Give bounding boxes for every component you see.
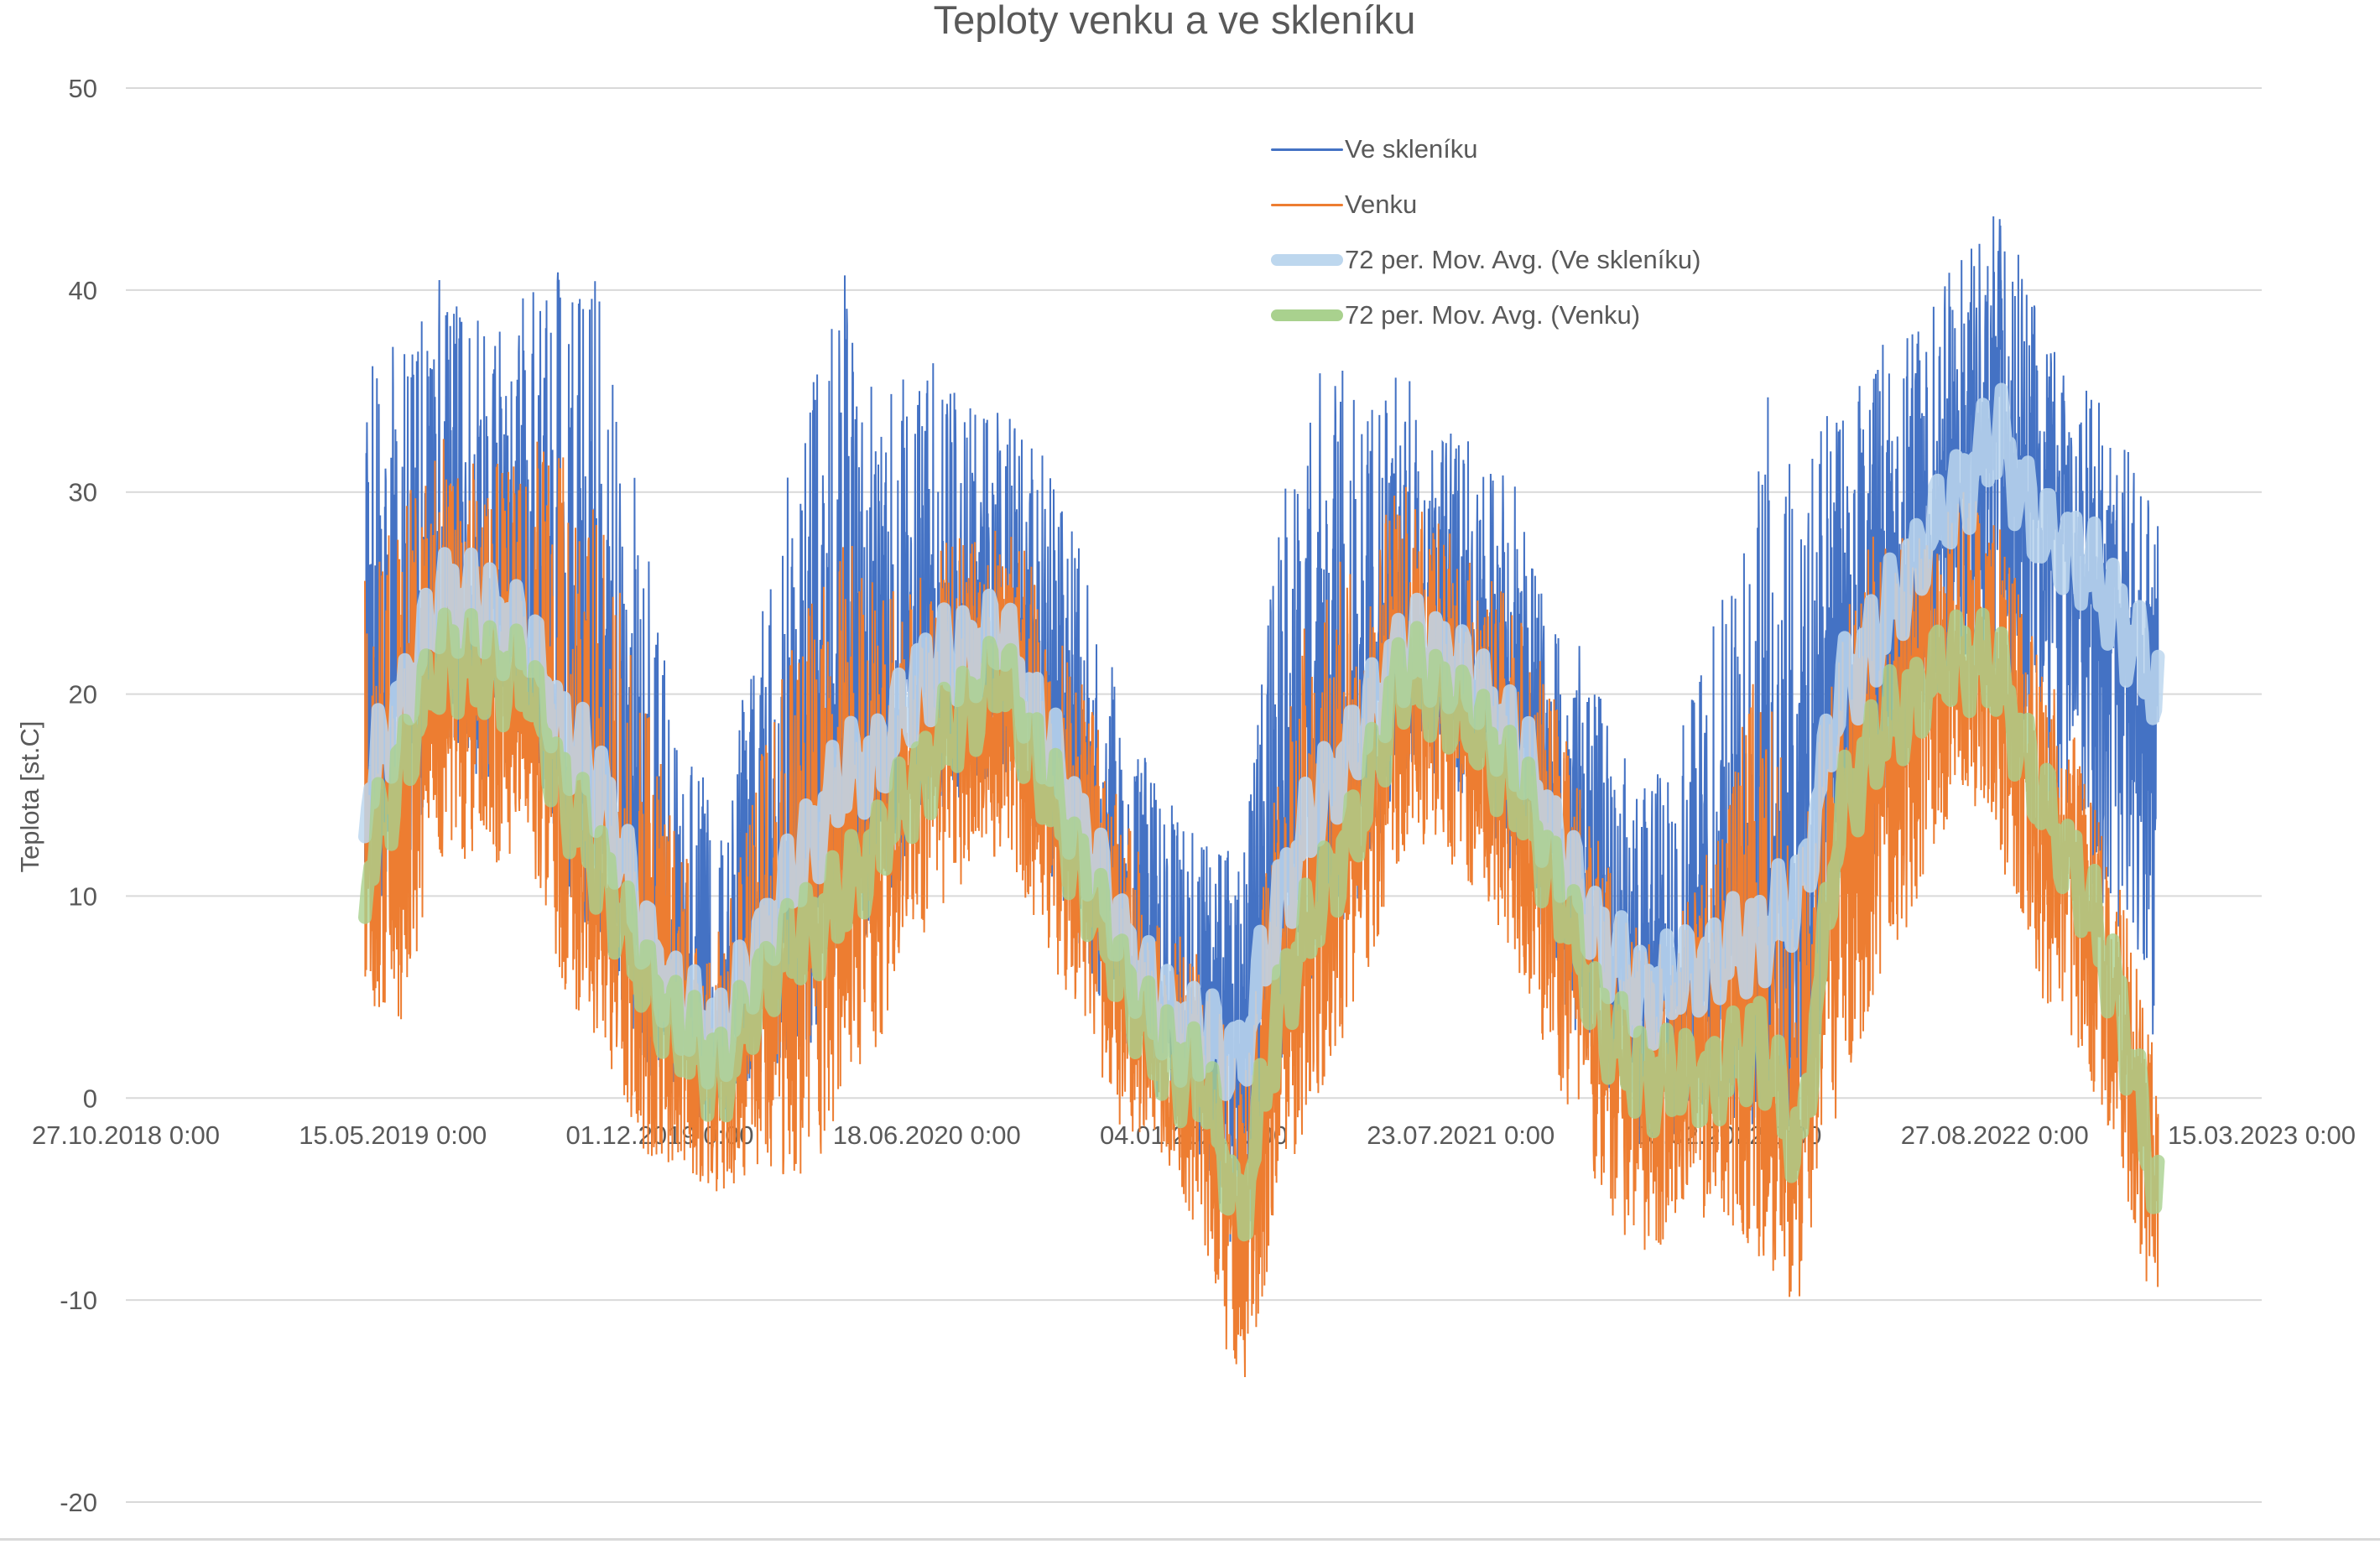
- x-tick-label: 27.10.2018 0:00: [32, 1120, 220, 1150]
- series-line-outside-moving-average: [358, 607, 2165, 1242]
- legend-swatch-outside-ma: [1271, 309, 1343, 321]
- chart-border: [0, 1538, 2380, 1541]
- y-tick-label: 10: [69, 881, 97, 911]
- x-tick-label: 18.06.2020 0:00: [833, 1120, 1021, 1150]
- y-tick-label: 0: [83, 1084, 97, 1113]
- legend-item-inside[interactable]: Ve skleníku: [1271, 122, 1700, 177]
- y-tick-label: -20: [60, 1488, 97, 1517]
- y-axis-ticks: 50 40 30 20 10 0 -10 -20: [60, 74, 97, 1517]
- x-tick-label: 23.07.2021 0:00: [1367, 1120, 1555, 1150]
- legend-item-outside-ma[interactable]: 72 per. Mov. Avg. (Venku): [1271, 288, 1700, 343]
- y-tick-label: 20: [69, 680, 97, 710]
- x-tick-label: 15.03.2023 0:00: [2168, 1120, 2356, 1150]
- legend: Ve skleníku Venku 72 per. Mov. Avg. (Ve …: [1271, 122, 1700, 343]
- x-tick-label: 15.05.2019 0:00: [299, 1120, 487, 1150]
- legend-swatch-inside-ma: [1271, 254, 1343, 266]
- y-tick-label: 50: [69, 74, 97, 103]
- legend-label: 72 per. Mov. Avg. (Ve skleníku): [1345, 245, 1701, 274]
- y-tick-label: 30: [69, 478, 97, 507]
- legend-label: Venku: [1345, 190, 1418, 219]
- legend-label: 72 per. Mov. Avg. (Venku): [1345, 300, 1641, 330]
- legend-item-outside[interactable]: Venku: [1271, 177, 1700, 232]
- y-tick-label: -10: [60, 1286, 97, 1315]
- series-group: [358, 216, 2165, 1378]
- y-axis-title: Teplota [st.C]: [15, 721, 44, 873]
- legend-swatch-inside: [1271, 148, 1343, 151]
- legend-item-inside-ma[interactable]: 72 per. Mov. Avg. (Ve skleníku): [1271, 232, 1700, 288]
- x-tick-label: 27.08.2022 0:00: [1901, 1120, 2089, 1150]
- legend-swatch-outside: [1271, 203, 1343, 206]
- chart-title: Teploty venku a ve skleníku: [934, 0, 1416, 42]
- y-tick-label: 40: [69, 276, 97, 305]
- legend-label: Ve skleníku: [1345, 134, 1478, 164]
